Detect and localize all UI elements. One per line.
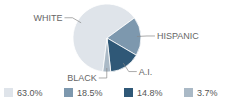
legend: 63.0% 18.5% 14.8% 3.7% — [4, 88, 218, 98]
leader-line — [123, 63, 136, 71]
slice-label: HISPANIC — [157, 31, 199, 41]
leader-line — [64, 18, 81, 23]
legend-label: 18.5% — [77, 88, 103, 98]
legend-label: 3.7% — [197, 88, 218, 98]
slice-label: WHITE — [33, 13, 62, 23]
legend-label: 14.8% — [137, 88, 163, 98]
legend-swatch — [64, 88, 73, 97]
slice-label: A.I. — [139, 67, 153, 77]
chart: WHITE HISPANIC A.I. BLACK 63.0% 18.5% 14.8% 3.7… — [0, 0, 240, 100]
legend-swatch — [184, 88, 193, 97]
leader-line — [99, 68, 107, 78]
slice-label: BLACK — [67, 73, 97, 83]
pie — [73, 4, 141, 72]
legend-label: 63.0% — [17, 88, 43, 98]
labels: WHITE HISPANIC A.I. BLACK — [33, 13, 199, 83]
pie-slice — [107, 38, 136, 72]
pie-slice — [103, 38, 111, 72]
legend-swatch — [124, 88, 133, 97]
legend-swatch — [4, 88, 13, 97]
leader-line — [137, 35, 155, 37]
